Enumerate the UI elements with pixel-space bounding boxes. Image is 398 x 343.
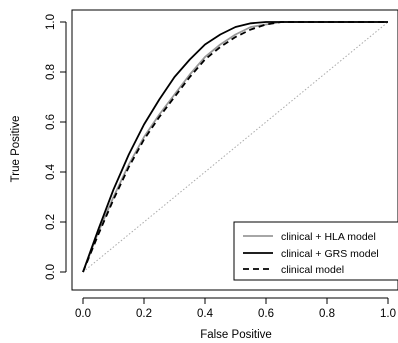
x-tick-label: 0.4 <box>197 308 214 320</box>
y-axis-label: True Positive <box>10 116 22 183</box>
legend-box <box>233 221 398 281</box>
x-tick-label: 0.6 <box>258 308 274 320</box>
x-tick-label: 0.2 <box>136 308 152 320</box>
y-tick-label: 0.2 <box>45 214 57 230</box>
plot-frame <box>71 9 398 291</box>
y-tick-label: 0.4 <box>45 163 57 180</box>
x-axis-label: False Positive <box>200 329 272 341</box>
y-tick-label: 1.0 <box>45 14 57 30</box>
legend-label-clinical: clinical model <box>281 264 344 276</box>
x-tick-label: 0.8 <box>319 308 335 320</box>
axes: 0.0 0.2 0.4 0.6 0.8 1.0 0.0 0.2 0.4 0.6 0.8 1.0 <box>45 14 396 320</box>
legend-label-hla: clinical + HLA model <box>281 231 376 243</box>
y-tick-label: 0.8 <box>45 64 57 80</box>
x-tick-label: 1.0 <box>380 308 396 320</box>
diagonal-reference-layer <box>82 21 389 273</box>
legend: clinical + HLA model clinical + GRS mode… <box>233 221 398 281</box>
diagonal-reference-line <box>82 21 389 273</box>
legend-label-grs: clinical + GRS model <box>281 248 379 260</box>
series-line-clinical <box>82 21 388 273</box>
series-layer <box>82 21 388 273</box>
y-tick-label: 0.0 <box>45 264 57 280</box>
x-tick-label: 0.0 <box>75 308 91 320</box>
y-tick-label: 0.6 <box>45 114 57 130</box>
